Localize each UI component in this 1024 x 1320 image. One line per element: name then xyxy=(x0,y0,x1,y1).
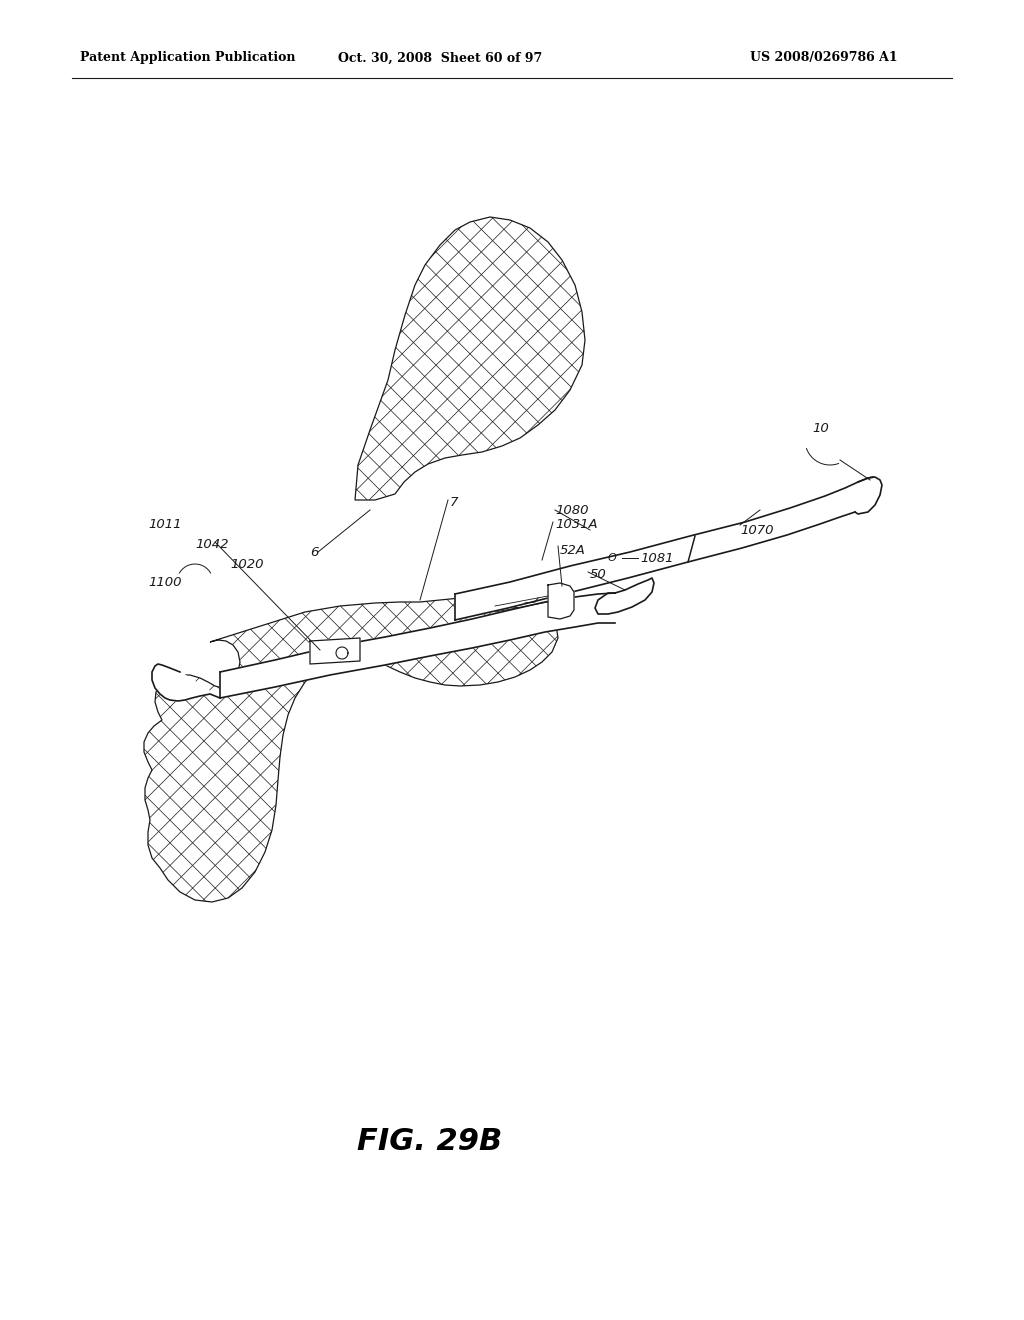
Text: 6: 6 xyxy=(310,545,318,558)
Polygon shape xyxy=(455,477,882,620)
Text: Oct. 30, 2008  Sheet 60 of 97: Oct. 30, 2008 Sheet 60 of 97 xyxy=(338,51,542,65)
Text: 50: 50 xyxy=(590,569,607,582)
Text: O: O xyxy=(607,553,616,564)
Text: 1100: 1100 xyxy=(148,576,181,589)
Polygon shape xyxy=(355,216,585,500)
Text: US 2008/0269786 A1: US 2008/0269786 A1 xyxy=(750,51,898,65)
Polygon shape xyxy=(152,664,220,701)
Text: FIG. 29B: FIG. 29B xyxy=(357,1127,503,1156)
Text: Patent Application Publication: Patent Application Publication xyxy=(80,51,296,65)
Text: 52A: 52A xyxy=(560,544,586,557)
Text: 1031A: 1031A xyxy=(555,519,598,532)
Polygon shape xyxy=(310,638,360,664)
Text: 1080: 1080 xyxy=(555,503,589,516)
Text: 1042: 1042 xyxy=(195,539,228,552)
Text: 10: 10 xyxy=(812,421,828,434)
Text: 1020: 1020 xyxy=(230,558,263,572)
Text: 7: 7 xyxy=(450,495,459,508)
Text: 1070: 1070 xyxy=(740,524,773,536)
Text: 1011: 1011 xyxy=(148,519,181,532)
Polygon shape xyxy=(144,598,558,902)
Polygon shape xyxy=(336,647,348,659)
Polygon shape xyxy=(220,578,654,698)
Text: 1081: 1081 xyxy=(640,552,674,565)
Polygon shape xyxy=(548,583,574,619)
